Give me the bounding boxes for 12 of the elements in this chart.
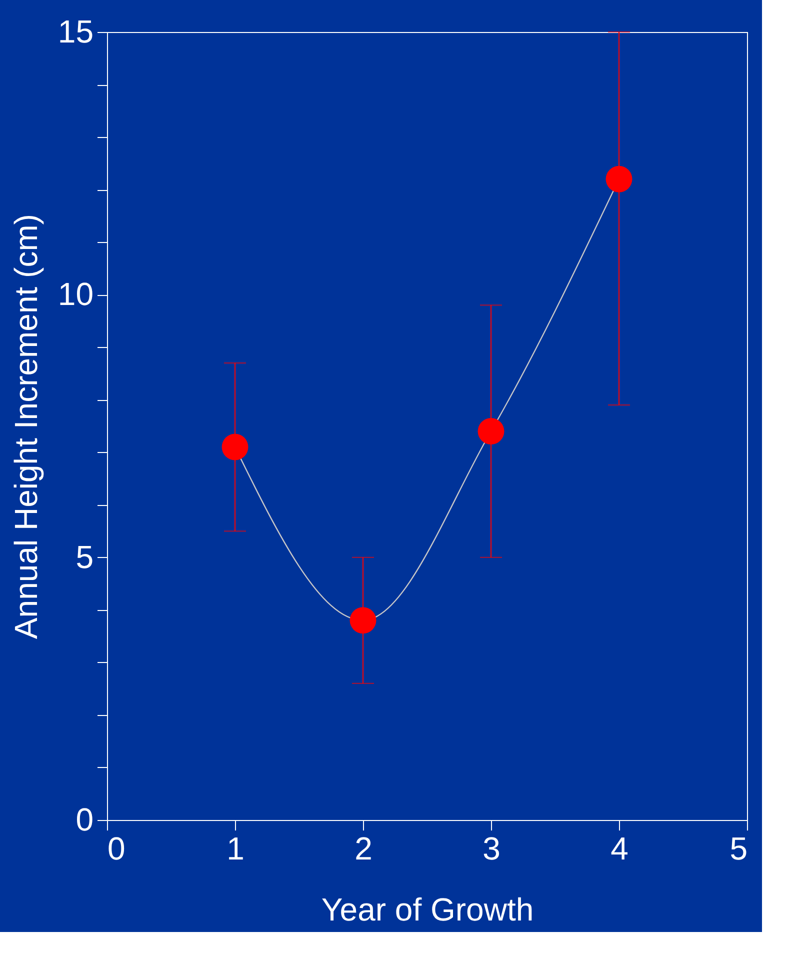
x-tick-label: 0	[108, 830, 126, 866]
x-tick-label: 1	[226, 830, 244, 866]
y-tick-label: 5	[76, 538, 94, 575]
x-tick-label: 3	[482, 830, 500, 866]
y-tick-label: 15	[58, 14, 94, 50]
y-tick-label: 10	[58, 276, 94, 312]
y-tick-label: 0	[76, 802, 94, 838]
x-tick-label: 2	[354, 830, 372, 866]
x-tick-label: 4	[610, 830, 628, 866]
x-tick-label: 5	[730, 830, 748, 866]
y-axis-title: Annual Height Increment (cm)	[8, 214, 44, 640]
x-axis-title: Year of Growth	[321, 892, 534, 928]
